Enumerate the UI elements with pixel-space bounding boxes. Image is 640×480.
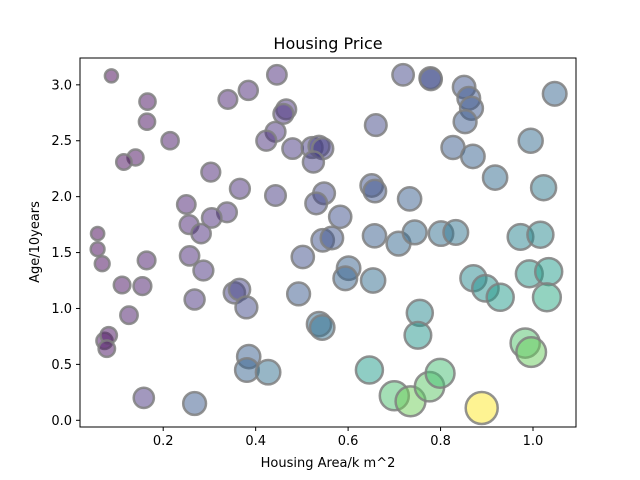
scatter-point: [178, 245, 201, 267]
scatter-point: [192, 259, 215, 282]
scatter-point: [138, 92, 157, 111]
scatter-point: [396, 186, 423, 212]
scatter-point: [517, 127, 544, 154]
scatter-point: [361, 222, 388, 249]
x-tick-label: 0.4: [245, 434, 266, 449]
scatter-point: [103, 68, 120, 84]
scatter-point: [89, 241, 106, 258]
scatter-point: [132, 275, 153, 297]
axes-frame: [79, 57, 577, 428]
scatter-point: [418, 67, 444, 92]
scatter-point: [137, 112, 157, 132]
scatter-point: [459, 143, 486, 170]
scatter-point: [401, 219, 428, 246]
scatter-point: [285, 281, 312, 307]
scatter-point: [93, 255, 111, 273]
scatter-point: [200, 161, 222, 183]
scatter-point: [265, 63, 288, 86]
scatter-point: [254, 358, 282, 386]
scatter-point: [263, 183, 288, 208]
scatter-point: [452, 109, 478, 135]
y-tick-label: 1.0: [51, 302, 72, 317]
x-axis-ticks: 0.2 0.4 0.6 0.8 1.0: [153, 427, 543, 449]
scatter-point: [403, 320, 433, 350]
scatter-point: [363, 113, 388, 138]
x-tick-label: 0.6: [338, 434, 359, 449]
scatter-point: [272, 102, 295, 126]
scatter-point: [391, 62, 416, 87]
scatter-point: [354, 355, 385, 385]
scatter-point: [119, 305, 139, 326]
y-tick-label: 0.5: [51, 358, 72, 373]
scatter-point: [290, 244, 316, 270]
scatter-point: [136, 250, 157, 271]
scatter-point: [301, 150, 326, 174]
scatter-point: [481, 164, 509, 191]
scatter-point: [362, 178, 388, 204]
x-tick-label: 1.0: [523, 434, 544, 449]
y-tick-label: 2.0: [51, 190, 72, 205]
chart-title: Housing Price: [273, 34, 382, 53]
y-axis-ticks: 0.0 0.5 1.0 1.5 2.0 2.5 3.0: [51, 78, 80, 429]
scatter-point: [234, 295, 259, 320]
x-tick-label: 0.2: [153, 434, 174, 449]
points-layer: [89, 62, 568, 426]
scatter-point: [255, 129, 278, 152]
scatter-point: [200, 206, 223, 229]
scatter-point: [485, 282, 515, 313]
x-axis-label: Housing Area/k m^2: [261, 456, 396, 471]
scatter-point: [332, 265, 359, 292]
scatter-point: [308, 314, 336, 341]
scatter-point: [319, 225, 345, 251]
scatter-point: [281, 137, 305, 161]
scatter-point: [190, 222, 212, 245]
scatter-point: [531, 282, 563, 313]
scatter-point: [515, 336, 548, 369]
scatter-point: [112, 275, 132, 295]
scatter-point: [228, 177, 252, 200]
scatter-point: [464, 390, 499, 426]
scatter-point: [526, 220, 555, 249]
scatter-point: [327, 204, 353, 230]
scatter-point: [89, 225, 106, 242]
scatter-point: [97, 339, 117, 359]
scatter-point: [359, 267, 387, 294]
scatter-point: [181, 390, 208, 417]
scatter-point: [160, 130, 180, 151]
y-axis-label: Age/10years: [28, 201, 43, 283]
scatter-point: [304, 191, 329, 216]
scatter-point: [529, 173, 558, 202]
scatter-point: [132, 386, 156, 410]
scatter-point: [183, 288, 206, 311]
scatter-point: [541, 80, 568, 107]
scatter-point: [442, 218, 470, 246]
scatter-point: [114, 153, 133, 171]
x-tick-label: 0.8: [430, 434, 451, 449]
y-tick-label: 1.5: [51, 246, 72, 261]
y-tick-label: 2.5: [51, 134, 72, 149]
y-tick-label: 3.0: [51, 78, 72, 93]
y-tick-label: 0.0: [51, 414, 72, 429]
scatter-point: [533, 256, 564, 287]
scatter-point: [424, 357, 456, 389]
scatter-point: [175, 194, 197, 215]
scatter-point: [237, 79, 260, 102]
scatter-point: [217, 88, 239, 110]
